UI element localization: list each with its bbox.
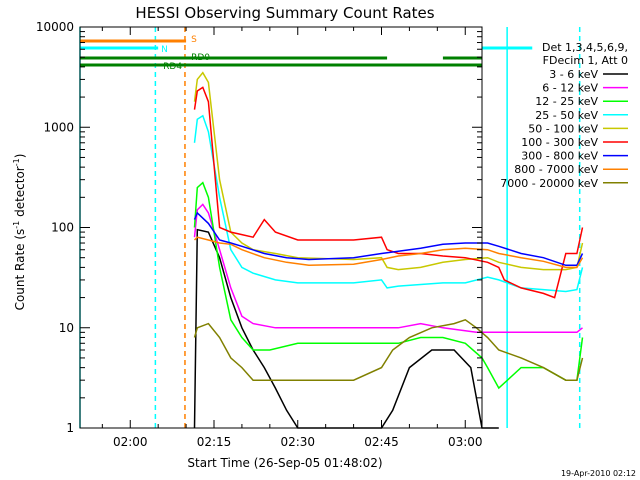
y-axis-label-sup2: -1 (12, 158, 21, 166)
legend-label-0: 3 - 6 keV (549, 68, 598, 81)
legend-label-1: 6 - 12 keV (542, 82, 598, 95)
y-tick-label-3: 1000 (43, 120, 74, 134)
series-line-8 (193, 318, 584, 381)
flag-label-n: N (161, 45, 168, 55)
y-tick-label-4: 10000 (36, 20, 74, 34)
flag-label-rd4: RD4 (163, 62, 182, 72)
legend-label-7: 800 - 7000 keV (514, 163, 598, 176)
x-tick-label-2: 02:30 (280, 435, 315, 449)
y-tick-label-1: 10 (59, 321, 74, 335)
series-line-6 (193, 211, 584, 267)
x-tick-label-4: 03:00 (448, 435, 483, 449)
legend: Det 1,3,4,5,6,9,FDecim 1, Att 03 - 6 keV… (500, 41, 628, 190)
plot-frame (79, 26, 483, 429)
chart-title: HESSI Observing Summary Count Rates (135, 4, 434, 22)
x-tick-label-1: 02:15 (197, 435, 232, 449)
series-line-4 (193, 71, 584, 271)
x-axis-label: Start Time (26-Sep-05 01:48:02) (187, 456, 382, 470)
legend-label-4: 50 - 100 keV (528, 122, 598, 135)
series-line-5 (193, 86, 584, 299)
series-line-0 (193, 228, 499, 429)
flag-label-rd0: RD0 (191, 53, 210, 63)
y-tick-label-2: 100 (51, 221, 74, 235)
legend-header-1: FDecim 1, Att 0 (543, 54, 628, 67)
y-axis-label-main: Count Rate (s (13, 229, 27, 311)
y-axis-label-end: ) (13, 154, 27, 159)
y-axis-label-mid: detector (13, 166, 27, 221)
x-tick-label-3: 02:45 (364, 435, 399, 449)
series-line-7 (193, 236, 584, 269)
x-tick-label-0: 02:00 (113, 435, 148, 449)
legend-label-3: 25 - 50 keV (535, 109, 598, 122)
legend-header-0: Det 1,3,4,5,6,9, (542, 41, 628, 54)
y-axis-label: Count Rate (s-1 detector-1) (12, 154, 27, 311)
flag-label-s: S (191, 35, 197, 45)
legend-label-2: 12 - 25 keV (535, 95, 598, 108)
y-tick-label-0: 1 (66, 421, 74, 435)
legend-label-5: 100 - 300 keV (521, 136, 598, 149)
footer-timestamp: 19-Apr-2010 02:12 (561, 469, 636, 478)
series-line-2 (193, 181, 584, 390)
legend-label-6: 300 - 800 keV (521, 150, 598, 163)
y-axis-label-sup1: -1 (12, 221, 21, 229)
plot-area: S N RD0 RD4 02:00 02:15 02:30 02:45 03:00 1 10 100 1… (36, 20, 584, 449)
legend-label-8: 7000 - 20000 keV (500, 177, 598, 190)
